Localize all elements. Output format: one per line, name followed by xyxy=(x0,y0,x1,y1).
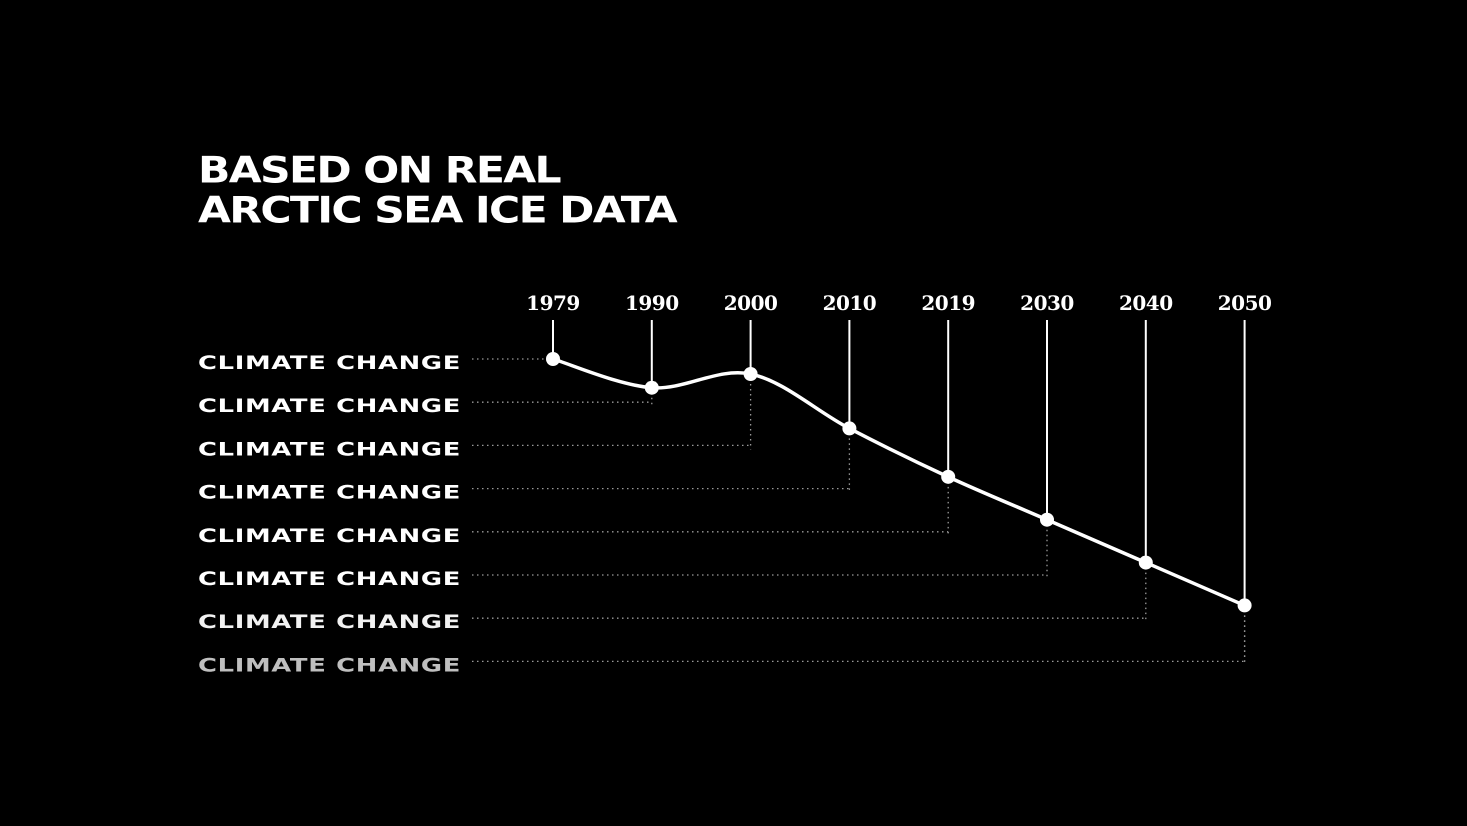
guide-layer xyxy=(472,358,1246,666)
year-label-layer: 1979 1990 2000 2010 2019 2030 2040 2050 xyxy=(526,291,1272,315)
data-point xyxy=(1138,555,1153,570)
data-point xyxy=(546,352,560,366)
vertical-drop-layer xyxy=(552,320,1246,606)
chart-title: BASED ON REAL ARCTIC SEA ICE DATA xyxy=(198,150,678,230)
data-point xyxy=(1237,598,1252,613)
point-layer xyxy=(546,352,1252,613)
year-label: 2000 xyxy=(724,291,778,315)
data-point xyxy=(941,469,956,484)
row-label: CLIMATE CHANGE xyxy=(198,352,461,374)
row-label: CLIMATE CHANGE xyxy=(198,482,461,504)
row-label: CLIMATE CHANGE xyxy=(198,611,461,633)
data-point xyxy=(842,421,857,436)
year-label: 2040 xyxy=(1119,291,1173,315)
year-label: 1990 xyxy=(625,291,679,315)
year-label: 2019 xyxy=(921,291,975,315)
row-label: CLIMATE CHANGE xyxy=(198,654,461,676)
row-label: CLIMATE CHANGE xyxy=(198,568,461,590)
data-point xyxy=(743,367,758,381)
row-label: CLIMATE CHANGE xyxy=(198,395,461,417)
title-line-2: ARCTIC SEA ICE DATA xyxy=(198,189,678,231)
row-label-layer: CLIMATE CHANGE CLIMATE CHANGE CLIMATE CHAN… xyxy=(198,352,461,676)
year-label: 1979 xyxy=(526,291,580,315)
year-label: 2050 xyxy=(1218,291,1272,315)
title-line-1: BASED ON REAL xyxy=(198,149,562,191)
year-label: 2010 xyxy=(823,291,877,315)
row-label: CLIMATE CHANGE xyxy=(198,525,461,547)
data-point xyxy=(644,380,659,395)
data-point xyxy=(1040,512,1054,527)
year-label: 2030 xyxy=(1020,291,1074,315)
row-label: CLIMATE CHANGE xyxy=(198,438,461,460)
series-line xyxy=(551,357,1247,608)
